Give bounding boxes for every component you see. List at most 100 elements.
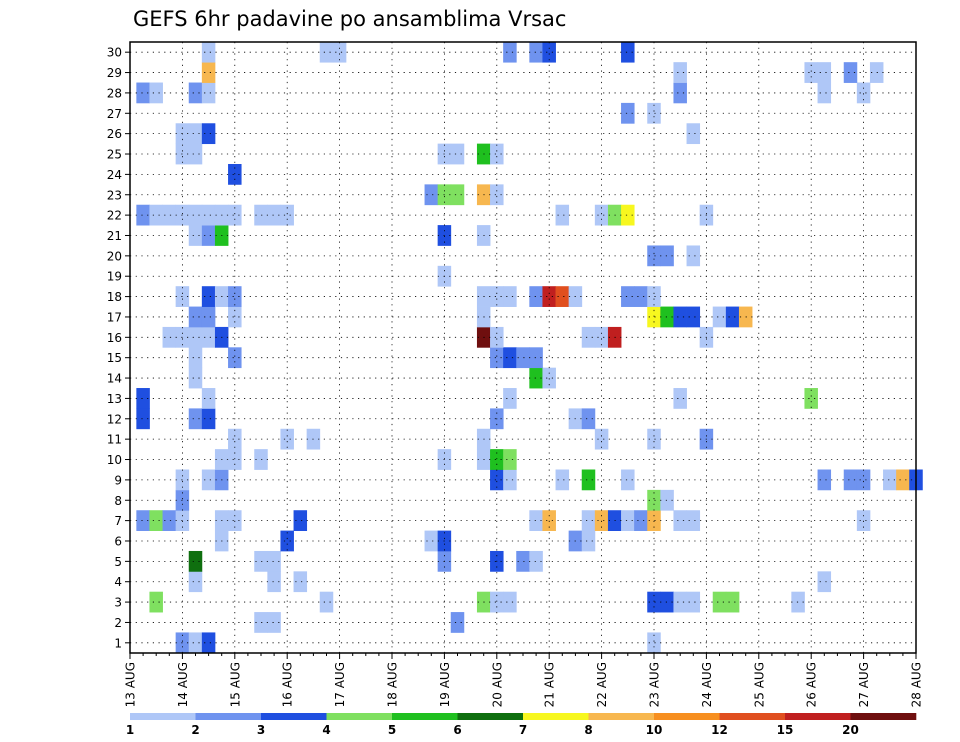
heatmap-cell bbox=[254, 550, 268, 572]
y-tick-label: 7 bbox=[114, 514, 122, 528]
colorbar-label: 10 bbox=[646, 723, 663, 737]
heatmap-cell bbox=[149, 82, 163, 104]
heatmap-cell bbox=[267, 571, 281, 593]
heatmap-cell bbox=[136, 82, 150, 104]
heatmap-cell bbox=[188, 143, 203, 165]
colorbar-label: 1 bbox=[126, 723, 134, 737]
colorbar-swatch bbox=[850, 713, 917, 720]
heatmap-cell bbox=[647, 245, 661, 267]
x-tick-label: 26 AUG bbox=[805, 662, 819, 707]
heatmap-cell bbox=[503, 286, 517, 307]
heatmap-cell bbox=[188, 367, 203, 389]
y-tick-label: 19 bbox=[107, 270, 122, 284]
heatmap-cell bbox=[581, 326, 596, 348]
y-tick-label: 4 bbox=[114, 575, 122, 589]
y-tick-label: 26 bbox=[107, 127, 122, 141]
heatmap-cell bbox=[896, 469, 910, 491]
heatmap-cell bbox=[280, 530, 294, 552]
colorbar-swatch bbox=[261, 713, 327, 720]
heatmap-cell bbox=[201, 41, 216, 63]
y-tick-label: 23 bbox=[107, 188, 122, 202]
colorbar-swatch bbox=[195, 713, 262, 720]
heatmap-cell bbox=[594, 326, 609, 348]
heatmap-cell bbox=[516, 347, 530, 369]
colorbar-label: 7 bbox=[519, 723, 527, 737]
heatmap-cell bbox=[529, 286, 543, 307]
y-tick-label: 18 bbox=[107, 290, 122, 304]
heatmap-cell bbox=[149, 510, 163, 531]
heatmap-cell bbox=[673, 306, 687, 328]
heatmap-cell bbox=[228, 449, 242, 470]
heatmap-cell bbox=[136, 510, 150, 531]
y-tick-label: 24 bbox=[107, 168, 122, 182]
heatmap-cell bbox=[529, 550, 543, 572]
heatmap-cell bbox=[201, 286, 216, 307]
heatmap-cell bbox=[201, 326, 216, 348]
heatmap-cell bbox=[660, 306, 674, 328]
y-tick-label: 8 bbox=[114, 494, 122, 508]
heatmap-cell bbox=[804, 388, 818, 409]
y-tick-label: 15 bbox=[107, 351, 122, 365]
x-tick-label: 27 AUG bbox=[857, 662, 871, 707]
heatmap-cell bbox=[188, 408, 203, 430]
y-tick-label: 30 bbox=[107, 46, 122, 60]
heatmap-cell bbox=[188, 306, 203, 328]
heatmap-cell bbox=[804, 62, 818, 83]
heatmap-cell bbox=[555, 286, 570, 307]
heatmap-cell bbox=[594, 204, 609, 226]
heatmap-cell bbox=[490, 347, 504, 369]
heatmap-cell bbox=[293, 571, 308, 593]
heatmap-cell bbox=[188, 82, 203, 104]
heatmap-cell bbox=[332, 41, 347, 63]
heatmap-cell bbox=[162, 326, 177, 348]
heatmap-cell bbox=[673, 62, 687, 83]
y-tick-label: 20 bbox=[107, 249, 122, 263]
x-tick-label: 24 AUG bbox=[700, 662, 714, 707]
y-tick-label: 13 bbox=[107, 392, 122, 406]
heatmap-cell bbox=[188, 347, 203, 369]
heatmap-cell bbox=[503, 347, 517, 369]
heatmap-cell bbox=[581, 469, 596, 491]
heatmap-cell bbox=[686, 123, 701, 145]
heatmap-cell bbox=[634, 286, 648, 307]
heatmap-cell bbox=[594, 510, 609, 531]
colorbar-label: 12 bbox=[711, 723, 728, 737]
x-tick-label: 25 AUG bbox=[752, 662, 766, 707]
heatmap-cell bbox=[267, 550, 281, 572]
heatmap-cell bbox=[136, 388, 150, 409]
heatmap-cell bbox=[516, 550, 530, 572]
heatmap-cell bbox=[660, 591, 674, 613]
heatmap-cell bbox=[529, 347, 543, 369]
x-tick-label: 14 AUG bbox=[176, 662, 190, 707]
heatmap-cell bbox=[319, 591, 334, 613]
heatmap-cell bbox=[529, 510, 543, 531]
colorbar-swatch bbox=[654, 713, 720, 720]
x-tick-label: 15 AUG bbox=[228, 662, 242, 707]
y-tick-label: 11 bbox=[107, 433, 122, 447]
x-tick-label: 23 AUG bbox=[648, 662, 662, 707]
y-tick-label: 22 bbox=[107, 209, 122, 223]
x-tick-label: 20 AUG bbox=[490, 662, 504, 707]
heatmap-cell bbox=[581, 530, 596, 552]
colorbar-swatch bbox=[392, 713, 458, 720]
heatmap-cell bbox=[673, 510, 687, 531]
heatmap-cell bbox=[490, 591, 504, 613]
heatmap-cell bbox=[188, 204, 203, 226]
heatmap-cell bbox=[529, 41, 543, 63]
heatmap-cell bbox=[280, 204, 294, 226]
heatmap-cell bbox=[293, 510, 308, 531]
y-tick-label: 12 bbox=[107, 412, 122, 426]
heatmap-cell bbox=[162, 510, 177, 531]
heatmap-cell bbox=[228, 510, 242, 531]
colorbar: 1 2 3 4 5 6 7 8 10 12 15 20 bbox=[126, 713, 917, 737]
colorbar-label: 5 bbox=[388, 723, 396, 737]
heatmap-cell bbox=[647, 591, 661, 613]
heatmap-cell bbox=[647, 306, 661, 328]
y-tick-label: 9 bbox=[114, 473, 122, 487]
y-tick-label: 27 bbox=[107, 107, 122, 121]
heatmap-cell bbox=[817, 82, 832, 104]
heatmap-cell bbox=[490, 469, 504, 491]
heatmap-cell bbox=[647, 428, 661, 450]
heatmap-cell bbox=[280, 428, 294, 450]
